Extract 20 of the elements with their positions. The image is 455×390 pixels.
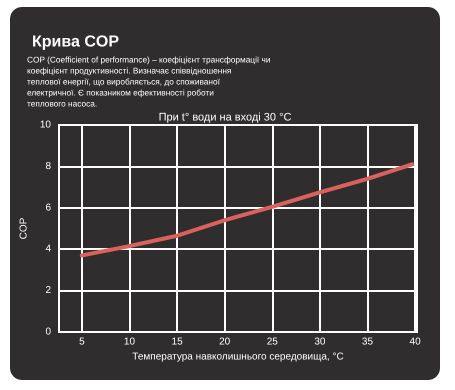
x-tick-label: 40: [410, 336, 422, 348]
line-series: [80, 162, 414, 258]
y-tick-label: 8: [45, 160, 52, 172]
x-tick-label: 10: [124, 336, 136, 348]
x-tick-label: 35: [362, 336, 374, 348]
y-axis-title: COP: [18, 217, 30, 240]
x-axis-title: Температура навколишнього середовища, °C: [132, 351, 344, 362]
text: COP (Coefficient of performance) – коефіцієнт трансформації чи коефіцієнт продуктивності. Визначає співвідношення теплової енергії, що виробляється, до споживаної електричної. Є показником ефективності роботи теплового насоса.: [27, 54, 273, 108]
y-tick-label: 2: [45, 285, 52, 296]
y-tick-label: 6: [45, 202, 52, 214]
chart-title: Крива COP: [32, 34, 120, 50]
y-tick-label: 10: [40, 120, 52, 130]
y-tick-label: 0: [45, 326, 52, 338]
x-tick-label: 25: [266, 336, 278, 348]
chart-subtitle: При t° води на вході 30 °C: [158, 112, 292, 124]
x-tick-label: 30: [314, 336, 326, 348]
y-tick-label: 4: [45, 244, 52, 255]
x-tick-label: 15: [172, 336, 184, 348]
x-tick-label: 20: [219, 336, 231, 348]
x-tick-label: 5: [79, 336, 86, 348]
